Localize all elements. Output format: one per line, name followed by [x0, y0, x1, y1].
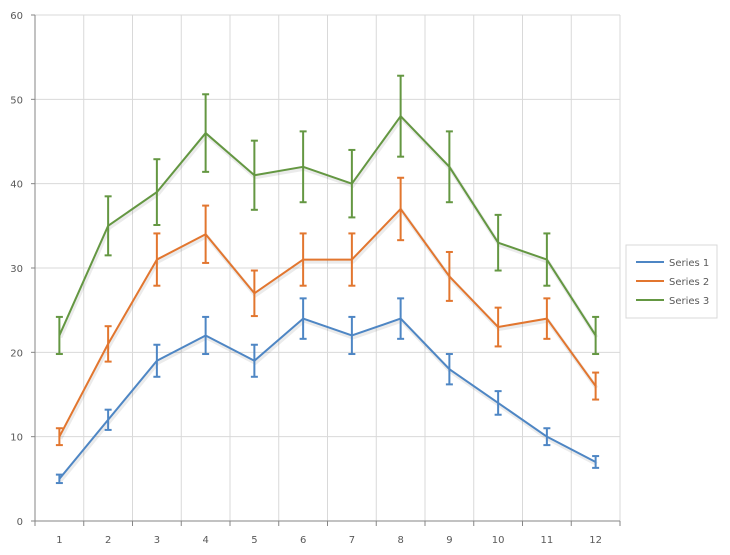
x-tick-label: 4 — [202, 535, 208, 546]
x-tick-label: 6 — [300, 535, 306, 546]
y-tick-label: 10 — [10, 433, 23, 444]
series-2 — [55, 176, 600, 447]
y-tick-label: 50 — [10, 95, 23, 106]
x-tick-label: 7 — [349, 535, 355, 546]
series-line — [58, 115, 597, 337]
series-line — [58, 207, 597, 438]
y-tick-labels: 0 10 20 30 40 50 60 — [10, 11, 23, 528]
y-tick-label: 20 — [10, 348, 23, 359]
gridlines — [35, 14, 621, 521]
y-tick-label: 40 — [10, 180, 23, 191]
x-tick-label: 8 — [397, 535, 403, 546]
y-tick-label: 60 — [10, 11, 23, 22]
x-tick-label: 2 — [105, 535, 111, 546]
x-tick-label: 5 — [251, 535, 257, 546]
series-line-shadow — [58, 115, 599, 339]
legend-label: Series 1 — [669, 258, 709, 269]
x-tick-label: 9 — [446, 535, 452, 546]
x-tick-label: 11 — [541, 535, 554, 546]
series-3 — [55, 74, 600, 356]
series-line — [58, 317, 597, 480]
legend-label: Series 3 — [669, 296, 709, 307]
series-group — [55, 74, 600, 485]
series-line-shadow — [58, 207, 599, 440]
legend-label: Series 2 — [669, 277, 709, 288]
series-1 — [55, 297, 600, 485]
x-tick-label: 10 — [492, 535, 505, 546]
y-tick-label: 30 — [10, 264, 23, 275]
legend: Series 1 Series 2 Series 3 — [625, 244, 718, 319]
x-tick-label: 12 — [589, 535, 602, 546]
y-tick-label: 0 — [17, 517, 23, 528]
series-line-shadow — [58, 318, 598, 483]
axes — [31, 14, 621, 526]
x-tick-labels: 1 2 3 4 5 6 7 8 9 10 11 12 — [56, 535, 602, 546]
x-tick-label: 3 — [154, 535, 160, 546]
x-tick-label: 1 — [56, 535, 62, 546]
